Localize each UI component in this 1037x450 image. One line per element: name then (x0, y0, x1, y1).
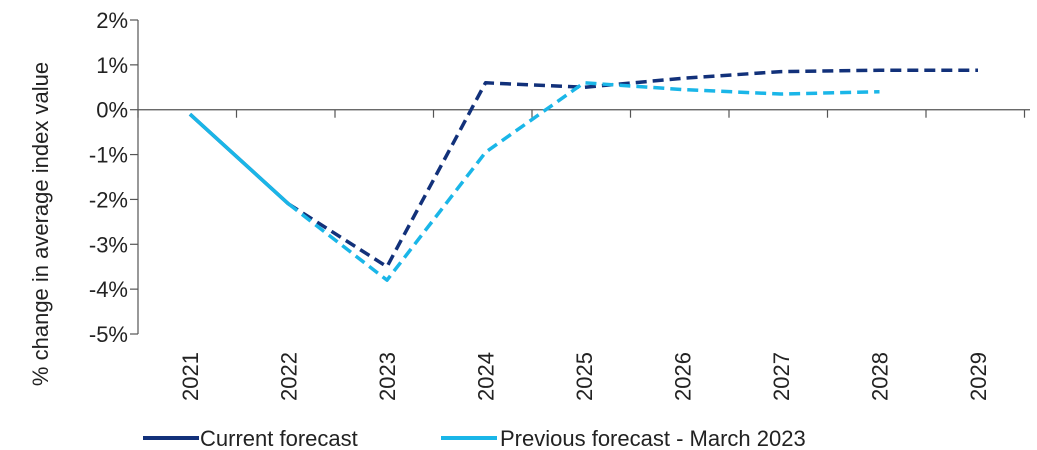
y-tick-label: -4% (89, 277, 128, 302)
x-tick-label: 2027 (769, 352, 794, 401)
x-tick-label: 2023 (375, 352, 400, 401)
y-tick-label: -2% (89, 187, 128, 212)
y-axis-title: % change in average index value (28, 62, 53, 386)
x-tick-label: 2021 (178, 352, 203, 401)
legend-label-1: Previous forecast - March 2023 (500, 426, 806, 450)
legend: Current forecast Previous forecast - Marc… (143, 426, 806, 450)
y-tick-label: 2% (96, 8, 128, 33)
x-tick-label: 2022 (277, 352, 302, 401)
legend-label-0: Current forecast (200, 426, 358, 450)
y-tick-label: 0% (96, 98, 128, 123)
y-tick-label: -3% (89, 232, 128, 257)
x-tick-label: 2029 (966, 352, 991, 401)
x-tick-label: 2026 (671, 352, 696, 401)
series-1-solid-line (188, 112, 290, 206)
y-tick-label: -5% (89, 322, 128, 347)
x-tick-label: 2028 (868, 352, 893, 401)
y-tick-label: 1% (96, 53, 128, 78)
series-0-forecast-line (287, 68, 978, 269)
series-1-forecast-line (287, 81, 880, 282)
x-tick-label: 2025 (572, 352, 597, 401)
plot-area: 2% 1% 0% -1% -2% -3% -4% -5% 2021 2022 2023 2024 202… (89, 8, 1030, 401)
x-tick-label: 2024 (474, 352, 499, 401)
y-tick-label: -1% (89, 143, 128, 168)
